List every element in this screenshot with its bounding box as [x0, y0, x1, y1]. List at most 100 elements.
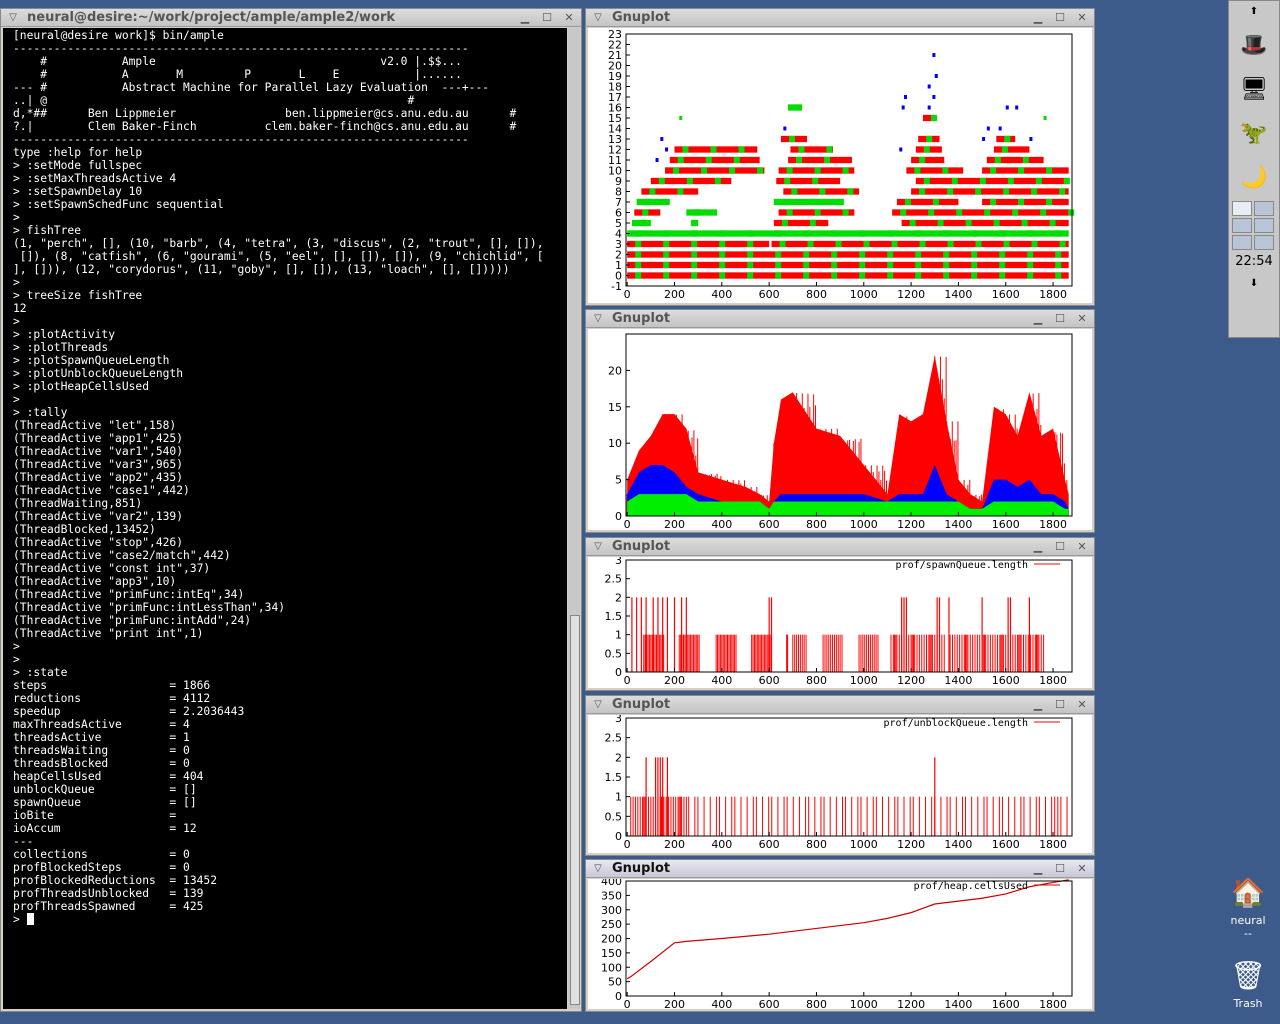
- thread-bar: [982, 198, 1069, 206]
- thread-bar-segment: [691, 230, 698, 237]
- thread-bar-segment: [677, 156, 684, 164]
- terminal-line: threadsActive = 1: [13, 731, 190, 744]
- terminal-window[interactable]: ▽ neural@desire:~/work/project/ample/amp…: [0, 8, 582, 1012]
- gnuplot-window-spawnqueue[interactable]: ▽ Gnuplot ▁ ☐ ✕ 0 200 400 600 800 1000 1200 1400 160…: [585, 537, 1095, 691]
- thread-bar-segment: [686, 177, 693, 185]
- minimize-icon[interactable]: ▁: [1033, 862, 1043, 875]
- plot-border: [625, 333, 1073, 517]
- gnuplot-window-threads[interactable]: ▽ Gnuplot ▁ ☐ ✕ 0 200 400 600 800 1000 1200 1400 160…: [585, 8, 1095, 306]
- x-tick-label: 1400: [944, 288, 972, 301]
- window-title: Gnuplot: [612, 697, 671, 712]
- thread-bar-segment: [919, 240, 926, 248]
- terminal-output[interactable]: [neural@desire work]$ bin/ample ---------…: [3, 28, 567, 1009]
- y-tick-label: 0: [615, 990, 622, 1003]
- x-tick-label: 1200: [897, 998, 925, 1011]
- maximize-icon[interactable]: ☐: [1055, 11, 1065, 24]
- thread-dot: [932, 53, 936, 57]
- thread-bar: [788, 104, 798, 111]
- window-menu-icon[interactable]: ▽: [594, 12, 602, 23]
- window-menu-icon[interactable]: ▽: [9, 12, 17, 23]
- window-menu-icon[interactable]: ▽: [594, 699, 602, 710]
- thread-bar-segment: [831, 251, 838, 258]
- panel-up-button[interactable]: ⬆: [1249, 5, 1259, 17]
- thread-dot: [1015, 105, 1019, 110]
- terminal-launcher-icon[interactable]: 🖥: [1240, 76, 1268, 102]
- thread-bar-segment: [999, 272, 1006, 279]
- trash-desktop-icon[interactable]: 🗑 Trash: [1218, 955, 1278, 1011]
- mozilla-icon[interactable]: 🦖: [1240, 120, 1268, 146]
- window-menu-icon[interactable]: ▽: [594, 863, 602, 874]
- terminal-titlebar[interactable]: ▽ neural@desire:~/work/project/ample/amp…: [1, 9, 581, 27]
- x-tick-label: 400: [711, 288, 732, 301]
- terminal-line: (ThreadActive "print int",1): [13, 627, 204, 640]
- thread-bar-segment: [775, 251, 782, 258]
- workspace-2[interactable]: [1254, 201, 1274, 216]
- x-tick-label: 600: [759, 518, 780, 531]
- thread-dot: [1029, 137, 1033, 141]
- y-tick-label: 2: [615, 249, 622, 262]
- minimize-icon[interactable]: ▁: [1033, 11, 1043, 24]
- x-tick-label: 400: [711, 518, 732, 531]
- thread-bar: [986, 156, 1044, 164]
- thread-bar-segment: [1021, 219, 1028, 227]
- screensaver-icon[interactable]: 🌙: [1240, 164, 1268, 190]
- panel-down-button[interactable]: ⬇: [1249, 277, 1259, 289]
- workspace-1[interactable]: [1232, 201, 1252, 216]
- gnuplot-window-activity[interactable]: ▽ Gnuplot ▁ ☐ ✕ 0 200 400 600 800 1000 1200 1400 160…: [585, 309, 1095, 533]
- y-tick-label: 150: [601, 947, 622, 960]
- thread-bar: [892, 209, 1069, 216]
- x-tick-label: 200: [664, 518, 685, 531]
- workspace-pager[interactable]: [1232, 201, 1276, 250]
- thread-bar-segment: [1046, 198, 1053, 206]
- workspace-4[interactable]: [1254, 218, 1274, 233]
- thread-bar-segment: [1003, 188, 1010, 195]
- close-icon[interactable]: ✕: [564, 11, 574, 24]
- workspace-5[interactable]: [1232, 235, 1252, 250]
- thread-dot: [986, 126, 990, 131]
- y-tick-label: 4: [615, 228, 622, 241]
- maximize-icon[interactable]: ☐: [1055, 312, 1065, 325]
- y-tick-label: 0: [615, 510, 622, 523]
- x-tick-label: 1400: [944, 518, 972, 531]
- close-icon[interactable]: ✕: [1077, 862, 1087, 875]
- minimize-icon[interactable]: ▁: [1033, 698, 1043, 711]
- minimize-icon[interactable]: ▁: [1033, 540, 1043, 553]
- thread-bar-segment: [814, 209, 821, 216]
- close-icon[interactable]: ✕: [1077, 540, 1087, 553]
- thread-bar-segment: [990, 167, 997, 174]
- gnuplot-window-heap[interactable]: ▽ Gnuplot ▁ ☐ ✕ 0 200 400 600 800 1000 1200 1400 160…: [585, 859, 1095, 1012]
- y-tick-label: 21: [608, 49, 622, 62]
- scrollbar-thumb[interactable]: [570, 615, 580, 1005]
- workspace-3[interactable]: [1232, 218, 1252, 233]
- close-icon[interactable]: ✕: [1077, 312, 1087, 325]
- minimize-icon[interactable]: ▁: [520, 11, 530, 24]
- window-menu-icon[interactable]: ▽: [594, 313, 602, 324]
- y-tick-label: 17: [608, 91, 622, 104]
- thread-bar-segment: [943, 251, 950, 258]
- close-icon[interactable]: ✕: [1077, 11, 1087, 24]
- maximize-icon[interactable]: ☐: [1055, 698, 1065, 711]
- thread-bar-segment: [791, 188, 798, 195]
- redhat-icon[interactable]: 🎩: [1240, 32, 1268, 58]
- y-tick-label: 7: [615, 196, 622, 209]
- thread-bar-segment: [642, 209, 649, 216]
- terminal-scrollbar[interactable]: [568, 28, 580, 1009]
- minimize-icon[interactable]: ▁: [1033, 312, 1043, 325]
- workspace-6[interactable]: [1254, 235, 1274, 250]
- close-icon[interactable]: ✕: [1077, 698, 1087, 711]
- terminal-line: > :setSpawnSchedFunc sequential: [13, 198, 224, 211]
- terminal-line: reductions = 4112: [13, 692, 211, 705]
- trash-icon: 🗑: [1230, 958, 1266, 992]
- home-desktop-icon[interactable]: 🏠 neural --: [1218, 872, 1278, 941]
- x-tick-label: 0: [624, 674, 631, 687]
- x-tick-label: 800: [806, 518, 827, 531]
- terminal-line: (ThreadActive "let",158): [13, 419, 177, 432]
- thread-bar-segment: [951, 177, 958, 185]
- y-tick-label: 100: [601, 961, 622, 974]
- maximize-icon[interactable]: ☐: [542, 11, 552, 24]
- gnuplot-window-unblockqueue[interactable]: ▽ Gnuplot ▁ ☐ ✕ 0 200 400 600 800 1000 1200 1400 160…: [585, 695, 1095, 856]
- y-tick-label: 0: [615, 666, 622, 679]
- window-menu-icon[interactable]: ▽: [594, 541, 602, 552]
- maximize-icon[interactable]: ☐: [1055, 540, 1065, 553]
- maximize-icon[interactable]: ☐: [1055, 862, 1065, 875]
